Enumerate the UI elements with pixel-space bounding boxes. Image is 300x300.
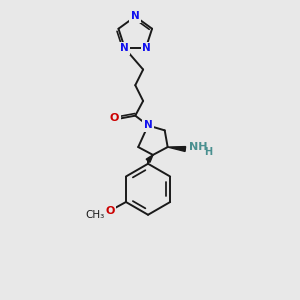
Text: N: N bbox=[144, 121, 152, 130]
Text: O: O bbox=[110, 112, 119, 123]
Polygon shape bbox=[146, 155, 153, 162]
Text: N: N bbox=[131, 11, 140, 21]
Text: N: N bbox=[119, 44, 128, 53]
Text: NH: NH bbox=[189, 142, 208, 152]
Text: CH₃: CH₃ bbox=[85, 210, 105, 220]
Polygon shape bbox=[168, 147, 186, 152]
Text: N: N bbox=[142, 44, 151, 53]
Text: H: H bbox=[204, 147, 212, 157]
Text: O: O bbox=[105, 206, 114, 216]
